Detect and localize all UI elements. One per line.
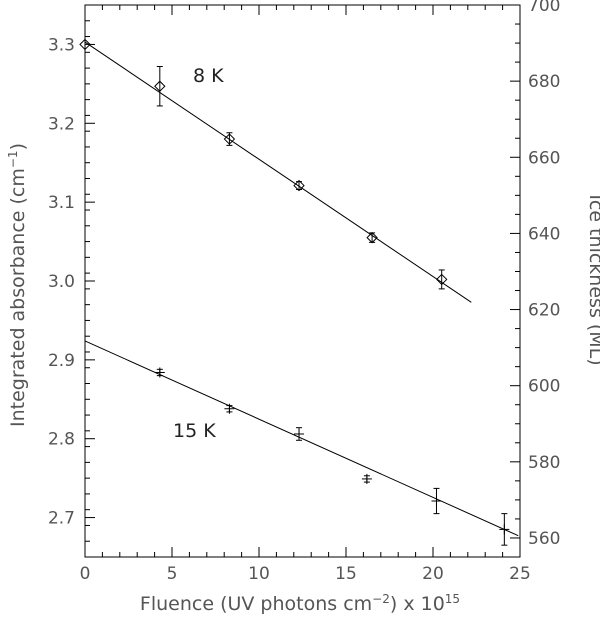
y2-tick-label: 640 [528, 224, 560, 244]
y2-tick-label: 560 [528, 529, 560, 549]
x-tick-label: 10 [248, 564, 270, 584]
y2-tick-label: 620 [528, 301, 560, 321]
y-tick-label: 3.3 [48, 35, 75, 55]
x-tick-label: 20 [422, 564, 444, 584]
series-15k [84, 340, 519, 546]
data-point [294, 428, 305, 439]
x-axis-title: Fluence (UV photons cm−2) x 1015 [140, 592, 460, 615]
x-tick-label: 15 [335, 564, 357, 584]
x-tick-label: 0 [80, 564, 91, 584]
series-label-8k: 8 K [193, 65, 224, 87]
y-tick-label: 3.1 [48, 193, 75, 213]
series-group [79, 38, 519, 546]
y-axis-title: Integrated absorbance (cm−1) [6, 143, 29, 427]
x-tick-label: 5 [167, 564, 178, 584]
data-point [499, 524, 510, 535]
data-point [431, 496, 442, 507]
y-tick-label: 2.7 [48, 509, 75, 529]
y2-axis-ticks: 560 580 600 620 640 660 680 700 [510, 0, 560, 549]
fit-line-8k [84, 41, 472, 303]
y-tick-label: 3.2 [48, 114, 75, 134]
y2-axis-title: Ice thickness (ML) [585, 194, 600, 365]
data-point [435, 273, 448, 286]
y-tick-label: 2.9 [48, 351, 75, 371]
y-tick-label: 3.0 [48, 272, 75, 292]
data-point [79, 38, 91, 51]
y2-tick-label: 660 [528, 148, 560, 168]
series-8k [79, 38, 472, 303]
data-point [223, 133, 236, 145]
y2-tick-label: 680 [528, 72, 560, 92]
data-point [154, 80, 166, 92]
y2-tick-label: 600 [528, 377, 560, 397]
fit-line-15k [84, 340, 519, 537]
y-axis-ticks: 2.7 2.8 2.9 3.0 3.1 3.2 3.3 [48, 4, 95, 558]
data-point [154, 367, 165, 378]
axes [84, 4, 521, 558]
y2-tick-label: 580 [528, 453, 560, 473]
y2-tick-label: 700 [528, 0, 560, 16]
data-point [293, 179, 305, 192]
series-label-15k: 15 K [173, 420, 216, 442]
x-tick-label: 25 [509, 564, 531, 584]
y-tick-label: 2.8 [48, 430, 75, 450]
x-axis-ticks: 0 5 10 15 20 25 [80, 5, 531, 584]
data-point [366, 231, 378, 244]
data-point [224, 403, 235, 414]
data-point [361, 473, 372, 484]
plot-frame [84, 4, 521, 558]
